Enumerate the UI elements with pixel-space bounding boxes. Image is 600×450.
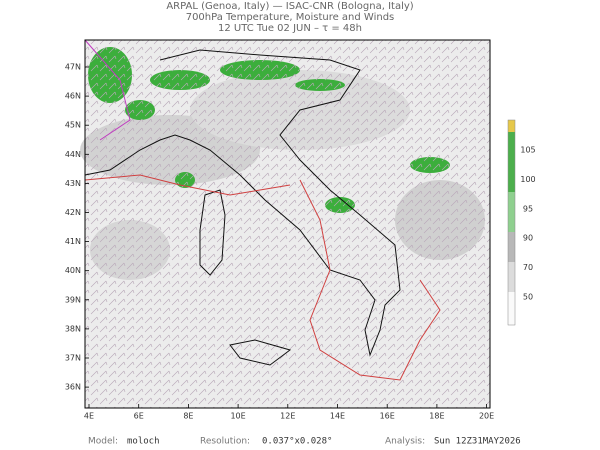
colorbar-swatch (508, 192, 515, 232)
footer-label: Model: (88, 437, 118, 447)
colorbar-label: 50 (523, 293, 533, 302)
temperature-contour (84, 174, 291, 196)
colorbar-swatch (508, 232, 515, 262)
lon-label: 18E (429, 412, 444, 421)
lat-label: 41N (65, 237, 81, 246)
lat-label: 42N (65, 208, 81, 217)
wind-barbs (85, 40, 490, 408)
colorbar-swatch (508, 262, 515, 292)
header-line: ARPAL (Genoa, Italy) — ISAC-CNR (Bologna… (166, 1, 413, 12)
colorbar-swatch (508, 132, 515, 192)
footer-label: Resolution: (200, 437, 250, 447)
lon-label: 14E (330, 412, 345, 421)
colorbar (507, 119, 516, 326)
colorbar-label: 95 (523, 204, 533, 213)
lat-label: 46N (65, 92, 81, 101)
colorbar-label: 70 (523, 263, 533, 272)
map-area (80, 39, 491, 409)
footer-value: 0.037°x0.028° (262, 437, 332, 447)
colorbar-frame (507, 119, 516, 326)
lat-label: 40N (65, 266, 81, 275)
lat-label: 45N (65, 121, 81, 130)
colorbar-label: 105 (520, 146, 535, 155)
lat-label: 43N (65, 179, 81, 188)
lon-label: 16E (380, 412, 395, 421)
coastline (84, 49, 401, 357)
lon-label: 6E (134, 412, 144, 421)
colorbar-swatch (508, 292, 515, 325)
temperature-contour (84, 39, 131, 141)
coastline (199, 189, 226, 276)
footer-value: Sun 12Z31MAY2026 (434, 437, 521, 447)
header-line: 12 UTC Tue 02 JUN – τ = 48h (218, 23, 362, 34)
temperature-contour (299, 179, 441, 381)
header-line: 700hPa Temperature, Moisture and Winds (186, 12, 395, 23)
lat-label: 44N (65, 150, 81, 159)
colorbar-label: 90 (523, 234, 533, 243)
colorbar-swatch (508, 120, 515, 132)
footer-value: moloch (127, 437, 160, 447)
lon-label: 4E (84, 412, 94, 421)
lat-label: 38N (65, 324, 81, 333)
lat-label: 39N (65, 295, 81, 304)
lat-label: 47N (65, 63, 81, 72)
lon-label: 10E (230, 412, 245, 421)
coastline (229, 339, 292, 366)
lat-label: 37N (65, 354, 81, 363)
lat-label: 36N (65, 383, 81, 392)
footer-label: Analysis: (385, 437, 425, 447)
colorbar-label: 100 (520, 175, 535, 184)
footer: Model: moloch Resolution: 0.037°x0.028° … (88, 437, 521, 447)
lon-label: 8E (183, 412, 193, 421)
lon-label: 20E (479, 412, 494, 421)
lon-label: 12E (280, 412, 295, 421)
